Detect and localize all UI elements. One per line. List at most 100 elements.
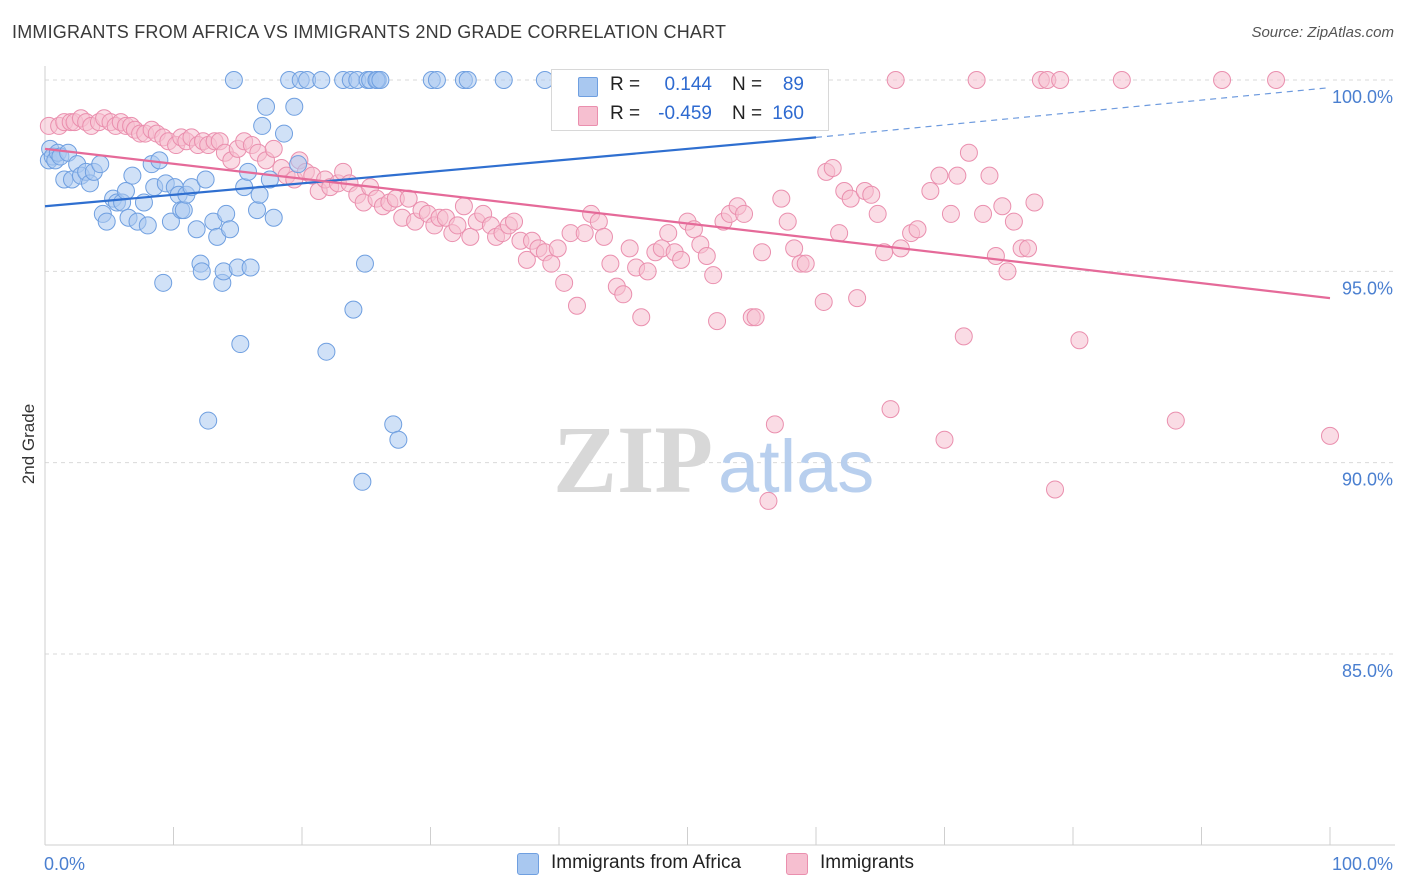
data-point-africa [217, 204, 236, 223]
y-tick-label: 90.0% [1342, 470, 1393, 490]
bottom-legend-immigrants: Immigrants [786, 850, 946, 878]
data-point-immigrants [672, 250, 691, 269]
legend-row-africa: R = 0.144 N = 89 [552, 72, 828, 100]
data-point-immigrants [759, 491, 778, 510]
data-point-immigrants [941, 204, 960, 223]
bottom-legend-africa: Immigrants from Africa [517, 850, 767, 878]
data-point-immigrants [548, 239, 567, 258]
legend-r-label: R = [610, 103, 641, 124]
data-point-immigrants [697, 247, 716, 266]
data-point-immigrants [614, 285, 633, 304]
trend-line-africa-extension [815, 87, 1331, 138]
watermark: ZIP atlas [553, 406, 874, 513]
data-point-immigrants [772, 189, 791, 208]
data-point-immigrants [448, 216, 467, 235]
trend-line-immigrants [44, 147, 1331, 300]
data-point-africa [285, 97, 304, 116]
legend-n-label: N = [732, 103, 763, 124]
data-point-africa [150, 151, 169, 170]
data-point-africa [353, 472, 372, 491]
data-point-africa [427, 71, 446, 89]
legend-swatch-africa [578, 77, 598, 97]
data-point-africa [182, 178, 201, 197]
data-point-africa [192, 262, 211, 281]
data-point-immigrants [555, 273, 574, 292]
data-point-immigrants [601, 254, 620, 273]
data-point-africa [248, 201, 267, 220]
data-point-immigrants [886, 71, 905, 89]
data-point-immigrants [567, 296, 586, 315]
data-point-immigrants [264, 139, 283, 158]
data-point-immigrants [708, 312, 727, 331]
chart-title: IMMIGRANTS FROM AFRICA VS IMMIGRANTS 2ND… [12, 22, 727, 42]
data-point-africa [187, 220, 206, 239]
data-point-africa [123, 166, 142, 185]
data-point-immigrants [1213, 71, 1232, 89]
data-point-africa [161, 212, 180, 231]
data-point-africa [196, 170, 215, 189]
data-point-immigrants [542, 254, 561, 273]
y-tick-label: 100.0% [1332, 87, 1393, 107]
data-point-africa [317, 342, 336, 361]
y-axis-title: 2nd Grade [19, 404, 38, 484]
data-point-immigrants [1025, 193, 1044, 212]
legend: R = 0.144 N = 89 R = -0.459 N = 160 [551, 69, 829, 131]
data-point-africa [116, 181, 135, 200]
series-blue-points [39, 71, 554, 491]
data-point-immigrants [868, 204, 887, 223]
data-point-immigrants [1267, 71, 1286, 89]
legend-row-immigrants: R = -0.459 N = 160 [552, 101, 828, 129]
data-point-immigrants [632, 308, 651, 327]
data-point-africa [458, 71, 477, 89]
y-tick-labels: 100.0% 95.0% 90.0% 85.0% [1332, 87, 1393, 681]
data-point-immigrants [1004, 212, 1023, 231]
data-point-immigrants [848, 289, 867, 308]
x-tick-labels: 0.0% 100.0% [44, 854, 1393, 874]
data-point-africa [174, 201, 193, 220]
data-point-immigrants [881, 400, 900, 419]
data-point-immigrants [930, 166, 949, 185]
legend-n-value: 89 [782, 74, 804, 95]
data-point-africa [344, 300, 363, 319]
data-point-immigrants [589, 212, 608, 231]
data-point-immigrants [765, 415, 784, 434]
data-point-immigrants [659, 224, 678, 243]
data-point-immigrants [986, 247, 1005, 266]
data-point-africa [389, 430, 408, 449]
data-point-immigrants [814, 292, 833, 311]
data-point-immigrants [575, 224, 594, 243]
data-point-immigrants [875, 243, 894, 262]
data-point-immigrants [998, 262, 1017, 281]
data-point-immigrants [1019, 239, 1038, 258]
data-point-africa [138, 216, 157, 235]
data-point-immigrants [1112, 71, 1131, 89]
data-point-immigrants [638, 262, 657, 281]
data-point-immigrants [785, 239, 804, 258]
y-tick-label: 85.0% [1342, 661, 1393, 681]
data-point-immigrants [1070, 331, 1089, 350]
data-point-immigrants [974, 204, 993, 223]
data-point-immigrants [980, 166, 999, 185]
data-point-immigrants [461, 227, 480, 246]
data-point-immigrants [935, 430, 954, 449]
bottom-legend-label-immigrants: Immigrants [820, 852, 914, 873]
data-point-immigrants [1051, 71, 1070, 89]
data-point-africa [275, 124, 294, 143]
data-point-immigrants [830, 224, 849, 243]
data-point-immigrants [823, 159, 842, 178]
trend-lines [44, 87, 1331, 300]
data-point-africa [91, 155, 110, 174]
x-tick-label: 0.0% [44, 854, 85, 874]
legend-n-value: 160 [772, 103, 804, 124]
bottom-legend-swatch-immigrants [786, 853, 808, 875]
data-point-africa [221, 220, 240, 239]
data-point-africa [289, 155, 308, 174]
data-point-africa [231, 335, 250, 354]
axes [44, 66, 1395, 846]
data-point-africa [355, 254, 374, 273]
data-point-africa [264, 208, 283, 227]
y-tick-label: 95.0% [1342, 278, 1393, 298]
data-point-immigrants [454, 197, 473, 216]
data-point-immigrants [704, 266, 723, 285]
